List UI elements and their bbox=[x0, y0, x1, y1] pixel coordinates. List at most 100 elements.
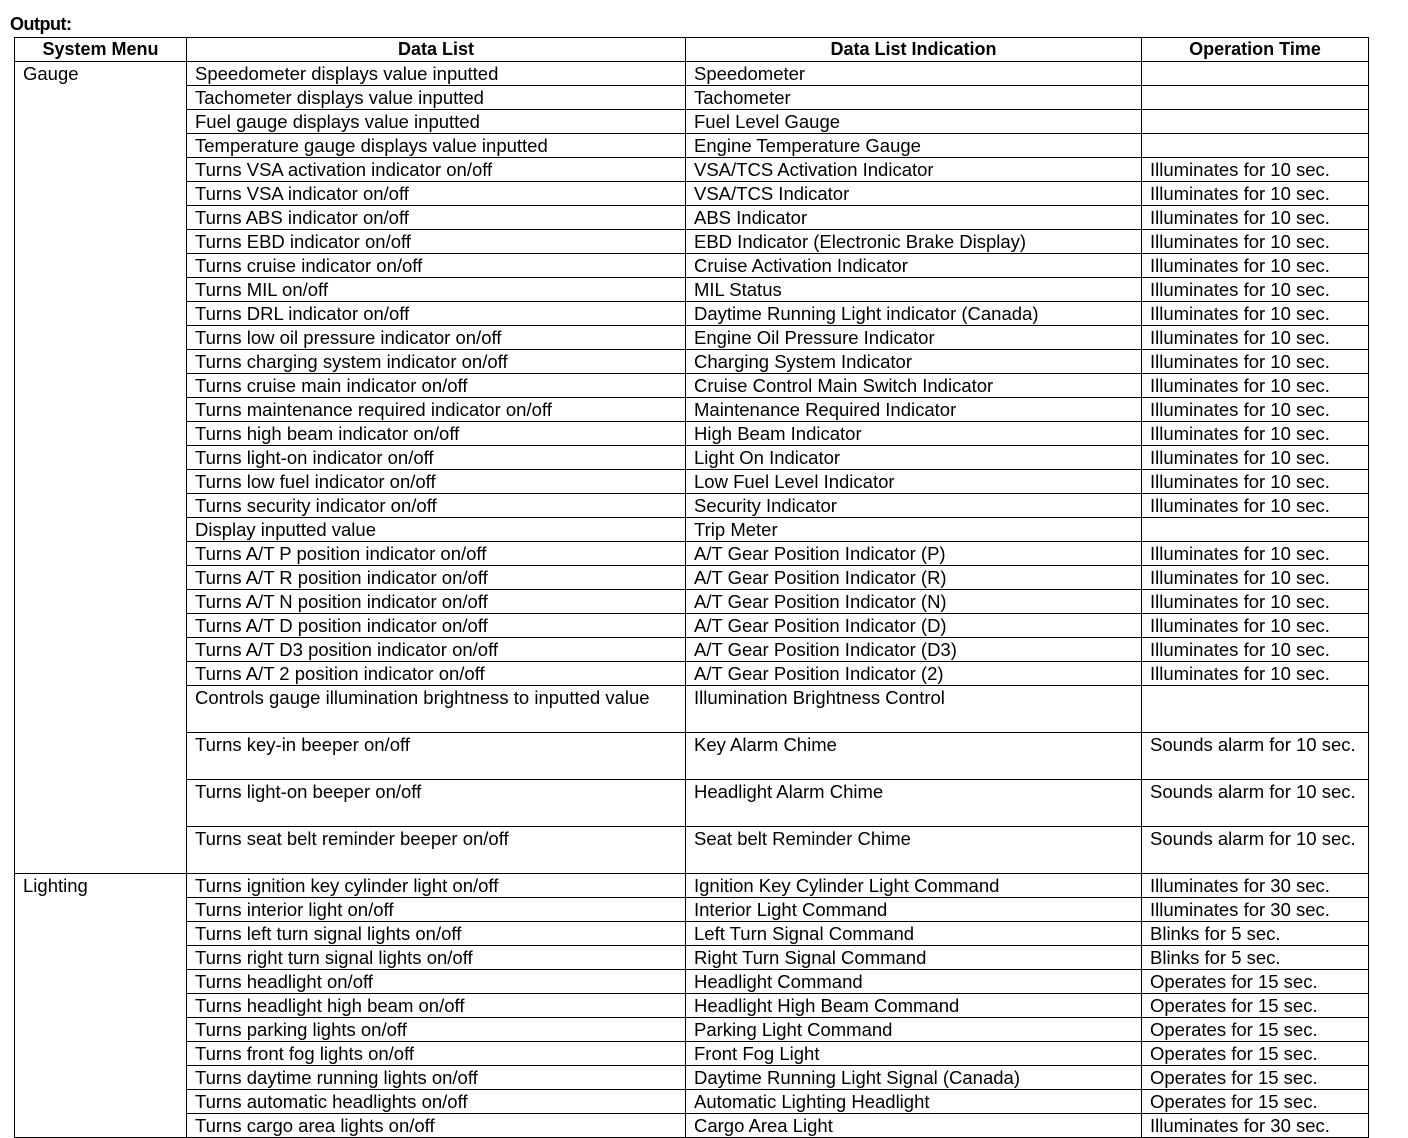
system-menu-cell: Lighting bbox=[14, 873, 187, 1138]
table-row: Controls gauge illumination brightness t… bbox=[15, 685, 1369, 733]
operation-time-cell: Blinks for 5 sec. bbox=[1141, 945, 1369, 970]
indication-cell: Left Turn Signal Command bbox=[685, 921, 1142, 946]
table-row: Turns A/T R position indicator on/off A/T… bbox=[15, 565, 1369, 590]
operation-time-cell: Illuminates for 30 sec. bbox=[1141, 897, 1369, 922]
operation-time-cell: Illuminates for 10 sec. bbox=[1141, 589, 1369, 614]
data-list-cell: Turns front fog lights on/off bbox=[186, 1041, 686, 1066]
operation-time-cell bbox=[1141, 133, 1369, 158]
operation-time-cell bbox=[1141, 517, 1369, 542]
table-row: Turns cruise indicator on/off Cruise Acti… bbox=[15, 253, 1369, 278]
indication-cell: Key Alarm Chime bbox=[685, 732, 1142, 780]
data-list-cell: Turns A/T 2 position indicator on/off bbox=[186, 661, 686, 686]
operation-time-cell: Illuminates for 10 sec. bbox=[1141, 445, 1369, 470]
indication-cell: Charging System Indicator bbox=[685, 349, 1142, 374]
table-row: Turns DRL indicator on/off Daytime Runnin… bbox=[15, 301, 1369, 326]
data-list-cell: Turns low fuel indicator on/off bbox=[186, 469, 686, 494]
table-row: Turns security indicator on/off Security … bbox=[15, 493, 1369, 518]
table-row: Turns automatic headlights on/off Automat… bbox=[15, 1089, 1369, 1114]
indication-cell: Light On Indicator bbox=[685, 445, 1142, 470]
indication-cell: A/T Gear Position Indicator (D) bbox=[685, 613, 1142, 638]
data-list-cell: Turns key-in beeper on/off bbox=[186, 732, 686, 780]
indication-cell: ABS Indicator bbox=[685, 205, 1142, 230]
operation-time-cell bbox=[1141, 685, 1369, 733]
indication-cell: Speedometer bbox=[685, 61, 1142, 86]
data-list-cell: Turns parking lights on/off bbox=[186, 1017, 686, 1042]
operation-time-cell: Illuminates for 10 sec. bbox=[1141, 661, 1369, 686]
table-row: Display inputted value Trip Meter bbox=[15, 517, 1369, 542]
data-list-cell: Turns security indicator on/off bbox=[186, 493, 686, 518]
table-row: Turns A/T P position indicator on/off A/T… bbox=[15, 541, 1369, 566]
data-list-cell: Turns cargo area lights on/off bbox=[186, 1113, 686, 1138]
data-list-cell: Fuel gauge displays value inputted bbox=[186, 109, 686, 134]
indication-cell: MIL Status bbox=[685, 277, 1142, 302]
operation-time-cell: Illuminates for 10 sec. bbox=[1141, 397, 1369, 422]
indication-cell: A/T Gear Position Indicator (R) bbox=[685, 565, 1142, 590]
data-list-cell: Speedometer displays value inputted bbox=[186, 61, 686, 86]
table-row: Turns cruise main indicator on/off Cruise… bbox=[15, 373, 1369, 398]
operation-time-cell bbox=[1141, 85, 1369, 110]
table-row: Temperature gauge displays value inputte… bbox=[15, 133, 1369, 158]
data-list-cell: Turns MIL on/off bbox=[186, 277, 686, 302]
indication-cell: Engine Oil Pressure Indicator bbox=[685, 325, 1142, 350]
table-row: Turns parking lights on/off Parking Light… bbox=[15, 1017, 1369, 1042]
data-list-cell: Turns headlight high beam on/off bbox=[186, 993, 686, 1018]
operation-time-cell: Illuminates for 10 sec. bbox=[1141, 325, 1369, 350]
indication-cell: Daytime Running Light Signal (Canada) bbox=[685, 1065, 1142, 1090]
data-list-cell: Tachometer displays value inputted bbox=[186, 85, 686, 110]
operation-time-cell: Illuminates for 10 sec. bbox=[1141, 157, 1369, 182]
indication-cell: Illumination Brightness Control bbox=[685, 685, 1142, 733]
table-row: Turns VSA activation indicator on/off VSA… bbox=[15, 157, 1369, 182]
data-list-cell: Turns light-on indicator on/off bbox=[186, 445, 686, 470]
data-list-cell: Controls gauge illumination brightness t… bbox=[186, 685, 686, 733]
operation-time-cell: Operates for 15 sec. bbox=[1141, 1065, 1369, 1090]
data-list-cell: Temperature gauge displays value inputte… bbox=[186, 133, 686, 158]
data-list-cell: Turns interior light on/off bbox=[186, 897, 686, 922]
table-row: Turns seat belt reminder beeper on/off Se… bbox=[15, 826, 1369, 874]
operation-time-cell: Illuminates for 10 sec. bbox=[1141, 541, 1369, 566]
table-row: Turns right turn signal lights on/off Rig… bbox=[15, 945, 1369, 970]
indication-cell: Security Indicator bbox=[685, 493, 1142, 518]
data-list-cell: Turns A/T P position indicator on/off bbox=[186, 541, 686, 566]
operation-time-cell bbox=[1141, 109, 1369, 134]
table-row: Turns high beam indicator on/off High Bea… bbox=[15, 421, 1369, 446]
table-row: Turns low oil pressure indicator on/off E… bbox=[15, 325, 1369, 350]
indication-cell: Cruise Control Main Switch Indicator bbox=[685, 373, 1142, 398]
data-list-cell: Turns charging system indicator on/off bbox=[186, 349, 686, 374]
operation-time-cell: Illuminates for 10 sec. bbox=[1141, 349, 1369, 374]
data-list-cell: Turns right turn signal lights on/off bbox=[186, 945, 686, 970]
indication-cell: VSA/TCS Indicator bbox=[685, 181, 1142, 206]
indication-cell: High Beam Indicator bbox=[685, 421, 1142, 446]
indication-cell: Daytime Running Light indicator (Canada) bbox=[685, 301, 1142, 326]
data-list-cell: Turns headlight on/off bbox=[186, 969, 686, 994]
operation-time-cell: Illuminates for 10 sec. bbox=[1141, 181, 1369, 206]
indication-cell: Fuel Level Gauge bbox=[685, 109, 1142, 134]
operation-time-cell: Illuminates for 30 sec. bbox=[1141, 1113, 1369, 1138]
operation-time-cell: Illuminates for 10 sec. bbox=[1141, 301, 1369, 326]
operation-time-cell: Illuminates for 10 sec. bbox=[1141, 229, 1369, 254]
indication-cell: Low Fuel Level Indicator bbox=[685, 469, 1142, 494]
data-list-cell: Display inputted value bbox=[186, 517, 686, 542]
indication-cell: Headlight Alarm Chime bbox=[685, 779, 1142, 827]
operation-time-cell: Sounds alarm for 10 sec. bbox=[1141, 779, 1369, 827]
table-row: Turns ABS indicator on/off ABS Indicator I… bbox=[15, 205, 1369, 230]
table-row: Turns daytime running lights on/off Dayti… bbox=[15, 1065, 1369, 1090]
table-row: Turns maintenance required indicator on/… bbox=[15, 397, 1369, 422]
table-row: Turns EBD indicator on/off EBD Indicator … bbox=[15, 229, 1369, 254]
operation-time-cell: Illuminates for 10 sec. bbox=[1141, 613, 1369, 638]
table-row: Turns cargo area lights on/off Cargo Area… bbox=[15, 1113, 1369, 1138]
operation-time-cell: Operates for 15 sec. bbox=[1141, 969, 1369, 994]
operation-time-cell: Sounds alarm for 10 sec. bbox=[1141, 826, 1369, 874]
operation-time-cell: Operates for 15 sec. bbox=[1141, 1017, 1369, 1042]
data-list-cell: Turns A/T R position indicator on/off bbox=[186, 565, 686, 590]
indication-cell: Maintenance Required Indicator bbox=[685, 397, 1142, 422]
operation-time-cell: Sounds alarm for 10 sec. bbox=[1141, 732, 1369, 780]
indication-cell: A/T Gear Position Indicator (P) bbox=[685, 541, 1142, 566]
header-system-menu: System Menu bbox=[14, 37, 187, 62]
operation-time-cell bbox=[1141, 61, 1369, 86]
operation-time-cell: Illuminates for 10 sec. bbox=[1141, 493, 1369, 518]
operation-time-cell: Illuminates for 10 sec. bbox=[1141, 277, 1369, 302]
operation-time-cell: Operates for 15 sec. bbox=[1141, 993, 1369, 1018]
table-row: Turns A/T N position indicator on/off A/T… bbox=[15, 589, 1369, 614]
indication-cell: EBD Indicator (Electronic Brake Display) bbox=[685, 229, 1142, 254]
operation-time-cell: Blinks for 5 sec. bbox=[1141, 921, 1369, 946]
